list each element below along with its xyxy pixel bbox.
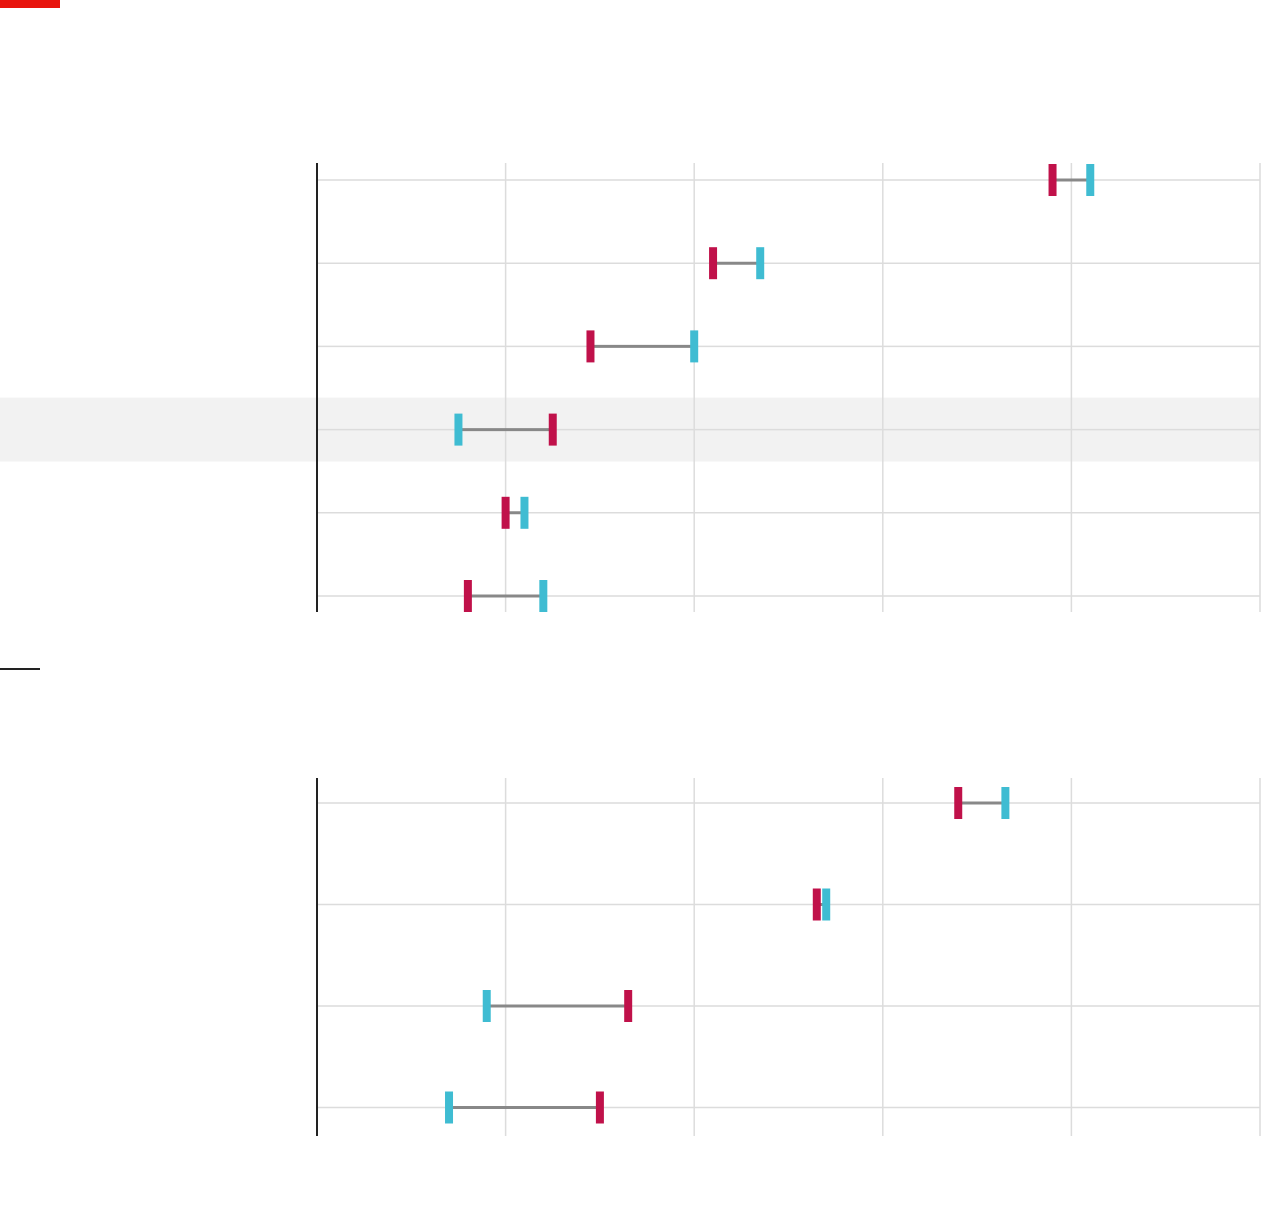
dumbbell-chart-1: [0, 163, 1261, 612]
dumbbell-start-marker: [624, 990, 633, 1022]
dumbbell-start-marker: [501, 496, 510, 529]
dumbbell-start-marker: [595, 1091, 604, 1124]
dumbbell-start-marker: [463, 580, 472, 612]
accent-bar: [0, 0, 60, 8]
dumbbell-end-marker: [756, 247, 765, 280]
dumbbell-end-marker: [454, 413, 463, 446]
dumbbell-end-marker: [690, 330, 699, 363]
dumbbell-end-marker: [1001, 787, 1010, 819]
dumbbell-end-marker: [822, 888, 831, 921]
dumbbell-end-marker: [520, 496, 529, 529]
dumbbell-start-marker: [954, 787, 963, 819]
dumbbell-end-marker: [482, 990, 491, 1022]
dumbbell-end-marker: [1086, 164, 1095, 196]
section-divider: [0, 668, 40, 670]
dumbbell-start-marker: [548, 413, 557, 446]
dumbbell-end-marker: [539, 580, 548, 612]
dumbbell-start-marker: [1048, 164, 1057, 196]
dumbbell-start-marker: [812, 888, 821, 921]
dumbbell-end-marker: [445, 1091, 454, 1124]
dumbbell-start-marker: [586, 330, 595, 363]
dumbbell-start-marker: [709, 247, 718, 280]
